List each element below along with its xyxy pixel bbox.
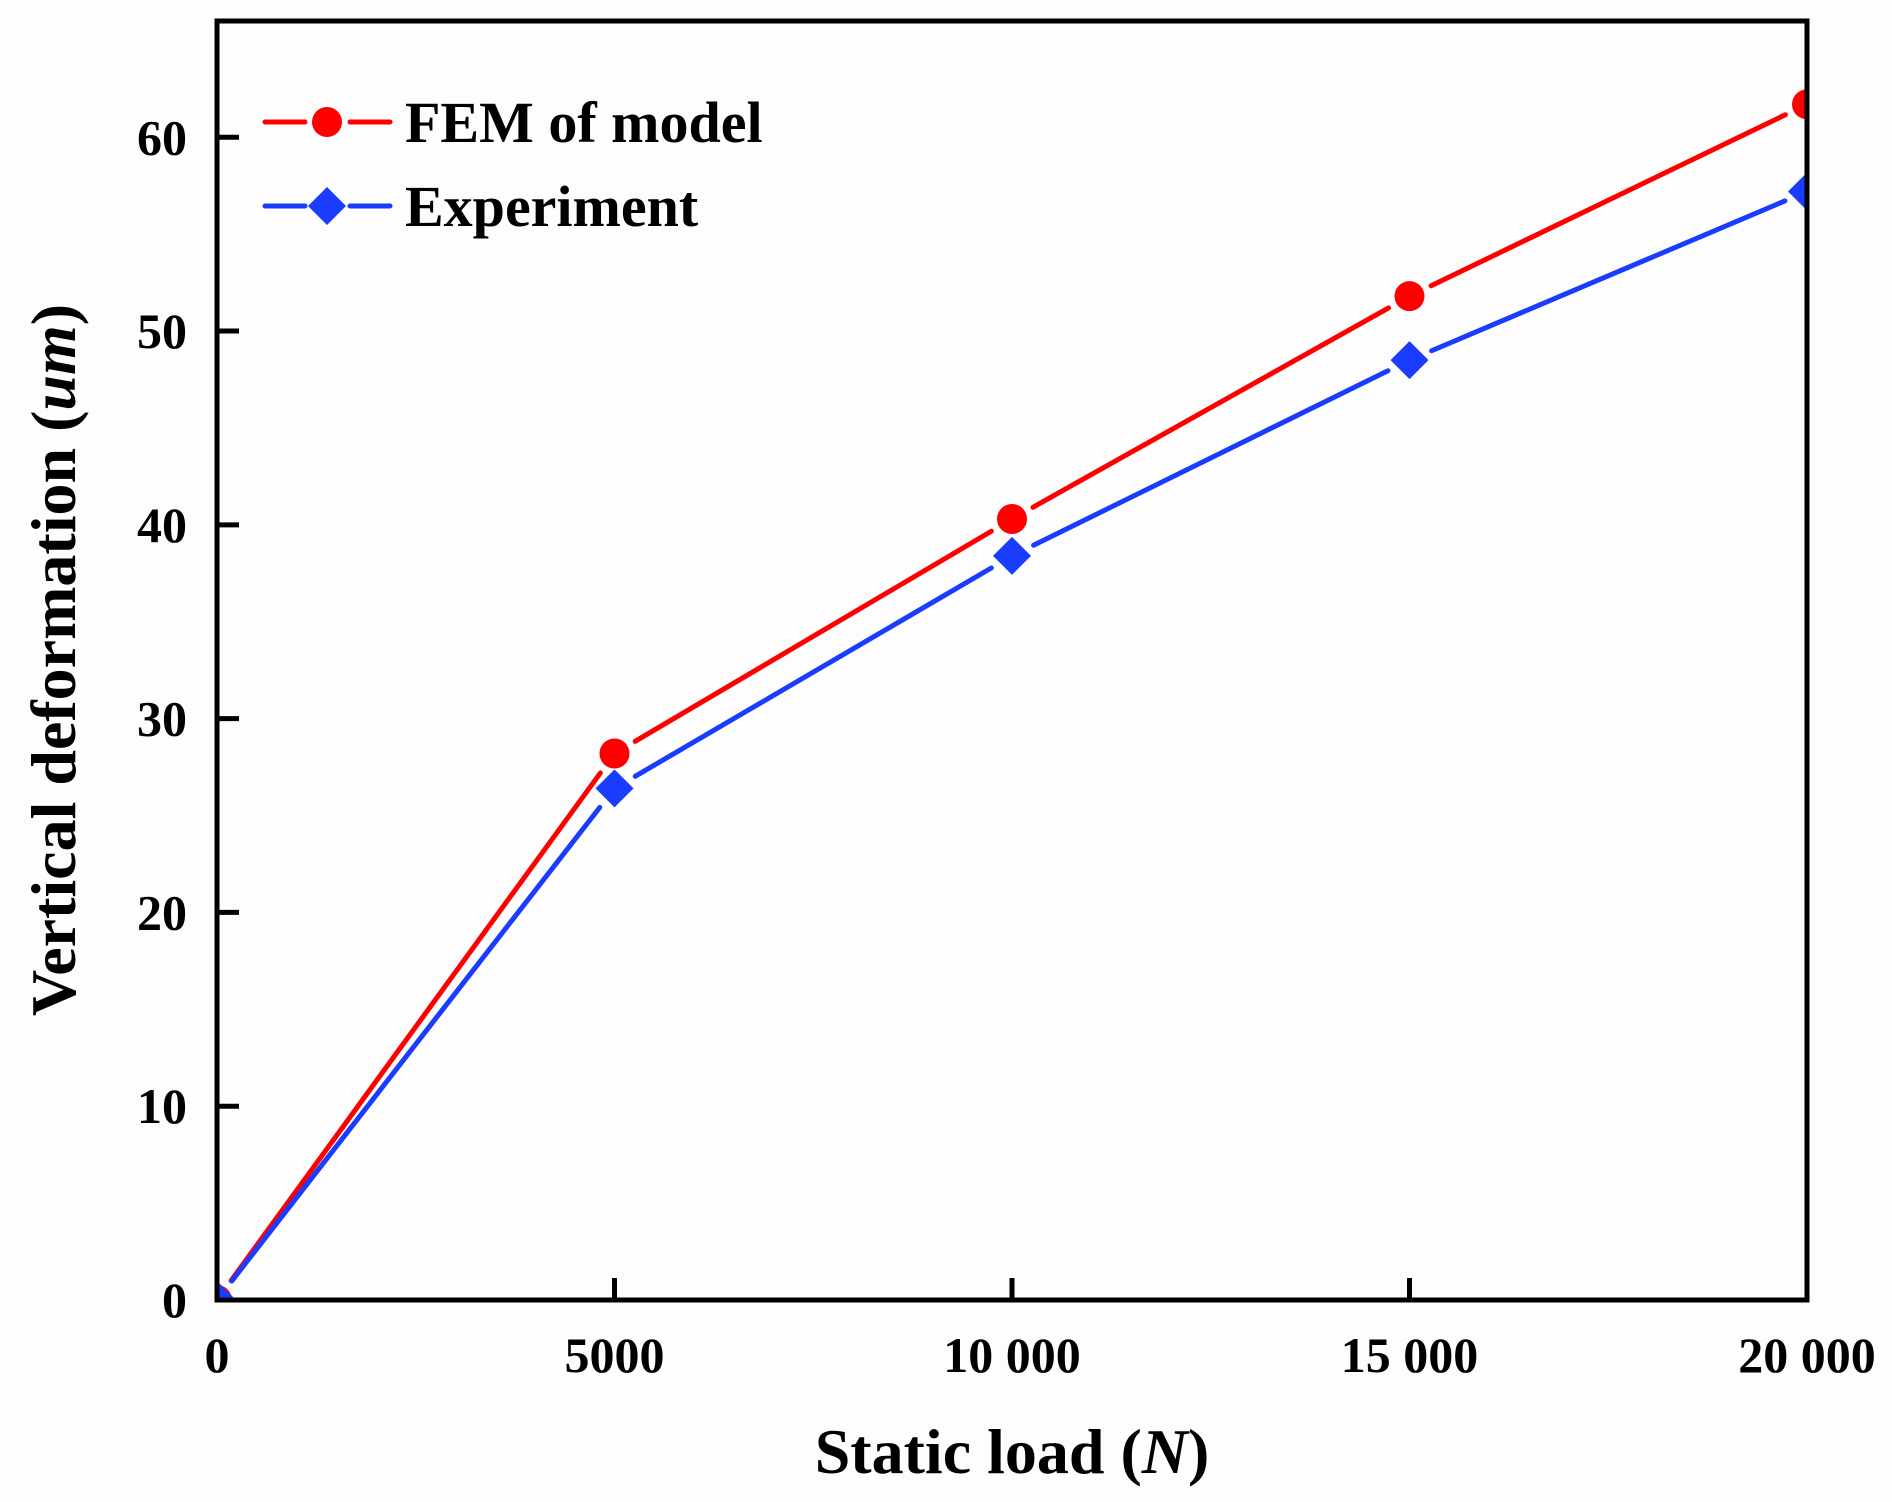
legend-item: FEM of model bbox=[262, 90, 763, 155]
data-point-diamond bbox=[1788, 172, 1807, 211]
series-line-segment bbox=[229, 804, 603, 1284]
x-tick-label: 10 000 bbox=[943, 1327, 1081, 1383]
legend-marker-diamond bbox=[308, 187, 346, 225]
legend-label: Experiment bbox=[405, 174, 699, 239]
legend: FEM of model Experiment bbox=[262, 90, 763, 239]
data-point-circle bbox=[1394, 281, 1425, 312]
y-axis-unit: um bbox=[18, 325, 89, 410]
series-line-segment bbox=[632, 528, 994, 744]
data-point-diamond bbox=[217, 1281, 236, 1300]
y-tick-label: 0 bbox=[162, 1272, 187, 1328]
series-experiment bbox=[217, 172, 1807, 1300]
y-tick-label: 50 bbox=[137, 303, 187, 359]
ticks-layer: 0 10 20 30 40 50 60 0 5000 10 000 15 000 20 000 bbox=[137, 109, 1876, 1383]
data-point-diamond bbox=[595, 769, 634, 808]
legend-item: Experiment bbox=[262, 174, 699, 239]
data-point-circle bbox=[599, 738, 630, 769]
series-line-segment bbox=[1030, 305, 1392, 510]
series-line-segment bbox=[1428, 112, 1788, 289]
x-axis-unit: N bbox=[1141, 1416, 1191, 1487]
legend-label: FEM of model bbox=[405, 90, 763, 155]
data-point-diamond bbox=[1390, 341, 1429, 380]
y-tick-label: 20 bbox=[137, 884, 187, 940]
y-tick-label: 10 bbox=[137, 1078, 187, 1134]
x-tick-label: 15 000 bbox=[1341, 1327, 1479, 1383]
data-point-circle bbox=[997, 504, 1027, 535]
series-line-segment bbox=[632, 565, 994, 779]
x-axis-title: Static load (N) bbox=[815, 1416, 1210, 1487]
y-tick-label: 40 bbox=[137, 497, 187, 553]
series-line-segment bbox=[1031, 368, 1391, 548]
legend-marker-circle bbox=[312, 107, 342, 137]
series-fem-of-model bbox=[217, 89, 1807, 1300]
series-line-segment bbox=[228, 770, 603, 1284]
x-tick-label: 20 000 bbox=[1738, 1327, 1876, 1383]
data-point-diamond bbox=[993, 536, 1031, 575]
y-tick-label: 30 bbox=[137, 691, 187, 747]
series-layer bbox=[217, 89, 1807, 1300]
data-point-circle bbox=[1792, 89, 1807, 120]
x-tick-label: 0 bbox=[205, 1327, 230, 1383]
x-tick-label: 5000 bbox=[565, 1327, 665, 1383]
y-axis-title: Vertical deformation (um) bbox=[18, 304, 89, 1016]
y-tick-label: 60 bbox=[137, 109, 187, 165]
series-line-segment bbox=[1429, 198, 1788, 354]
